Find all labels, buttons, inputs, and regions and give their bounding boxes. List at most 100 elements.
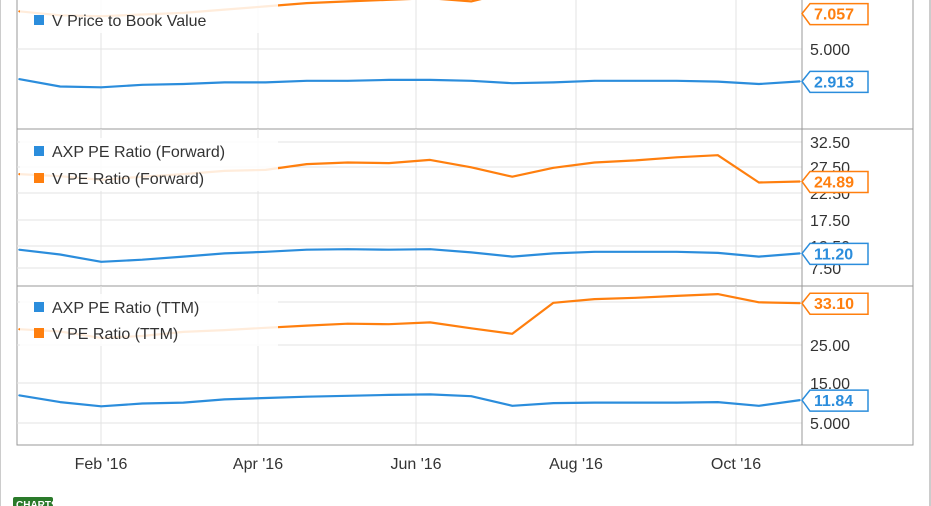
data-point — [59, 401, 61, 403]
value-badge-text: 24.89 — [814, 174, 854, 191]
data-point — [100, 86, 102, 89]
data-point — [593, 251, 596, 253]
legend-swatch — [34, 328, 44, 338]
data-point — [305, 2, 308, 4]
series-line-1 — [18, 393, 801, 408]
legend-swatch — [34, 15, 44, 25]
legend-label: AXP PE Ratio (Forward) — [52, 144, 225, 161]
data-point — [388, 248, 390, 251]
data-point — [470, 80, 473, 82]
data-point — [264, 251, 267, 253]
legend-swatch — [34, 146, 44, 156]
data-point — [305, 248, 308, 251]
ycharts-logo: CHARTS — [13, 497, 58, 506]
chart-panel-1: 5.000 AXP Price to Book Value V Price to B… — [17, 0, 913, 130]
data-point — [511, 333, 514, 335]
chart-frame — [16, 0, 914, 446]
legend-label: AXP PE Ratio (TTM) — [52, 300, 199, 317]
data-point — [634, 80, 637, 82]
data-point — [429, 321, 431, 324]
legend-label: V PE Ratio (Forward) — [52, 171, 204, 188]
data-point — [59, 85, 61, 88]
y-tick-label: 15.00 — [810, 376, 850, 393]
data-point — [799, 252, 801, 255]
series-line-2 — [18, 78, 801, 89]
y-tick-label: 5.000 — [810, 42, 850, 59]
data-point — [264, 397, 267, 399]
data-point — [799, 180, 801, 183]
data-point — [552, 402, 555, 404]
data-point — [511, 175, 514, 178]
data-point — [347, 80, 349, 82]
data-point — [388, 394, 390, 396]
legend-swatch — [34, 173, 44, 183]
legend-label: AXP Price to Book Value — [52, 0, 228, 4]
data-point — [799, 302, 801, 305]
data-point — [305, 163, 308, 165]
data-point — [18, 10, 20, 13]
y-tick-label: 32.50 — [810, 135, 850, 152]
data-point — [634, 251, 637, 253]
data-point — [758, 405, 760, 407]
data-point — [59, 253, 61, 256]
data-point — [552, 302, 555, 304]
data-point — [388, 79, 390, 81]
data-point — [675, 251, 678, 253]
data-point — [511, 255, 514, 258]
value-badge: 24.89 — [801, 170, 869, 194]
value-badge-box — [801, 170, 869, 194]
data-point — [552, 81, 555, 84]
data-point — [593, 298, 596, 300]
data-point — [18, 78, 20, 80]
data-point — [388, 162, 390, 164]
value-badge-box — [801, 70, 869, 94]
data-point — [593, 161, 596, 164]
data-point — [470, 395, 473, 398]
x-tick-label: Jun '16 — [390, 456, 441, 473]
data-point — [429, 79, 431, 81]
data-point — [347, 322, 349, 325]
data-point — [675, 80, 678, 82]
data-point — [758, 181, 760, 184]
data-point — [717, 252, 719, 254]
value-badge-box — [801, 2, 869, 26]
data-point — [18, 394, 20, 397]
data-point — [347, 248, 349, 250]
data-point — [799, 80, 801, 83]
value-badge: 11.84 — [801, 389, 869, 412]
value-badge-text: 33.10 — [814, 296, 854, 313]
data-point — [511, 82, 514, 84]
value-badge-box — [801, 292, 869, 315]
value-badge-text: 11.84 — [814, 393, 853, 410]
legend-background — [20, 138, 278, 191]
data-point — [717, 80, 719, 83]
legend-background — [20, 294, 278, 346]
data-point — [470, 251, 473, 254]
data-point — [223, 398, 226, 401]
data-point — [141, 402, 144, 405]
legend-label: V PE Ratio (TTM) — [52, 326, 178, 343]
data-point — [347, 161, 349, 164]
logo-box — [13, 497, 53, 506]
data-point — [182, 401, 185, 404]
data-point — [100, 261, 102, 263]
data-point — [717, 154, 719, 156]
series-line-1 — [18, 248, 801, 263]
data-point — [388, 323, 390, 326]
data-point — [347, 0, 349, 3]
data-point — [758, 83, 760, 85]
data-point — [305, 80, 308, 82]
value-badge: 7.057 — [801, 2, 869, 26]
x-tick-label: Oct '16 — [711, 456, 761, 473]
y-tick-label: 17.50 — [810, 213, 850, 230]
data-point — [141, 84, 144, 86]
y-tick-label: 25.00 — [810, 338, 850, 355]
logo-text: CHARTS — [16, 500, 58, 506]
data-point — [141, 258, 144, 261]
value-badge: 33.10 — [801, 292, 869, 315]
x-tick-label: Apr '16 — [233, 456, 283, 473]
data-point — [717, 293, 719, 295]
